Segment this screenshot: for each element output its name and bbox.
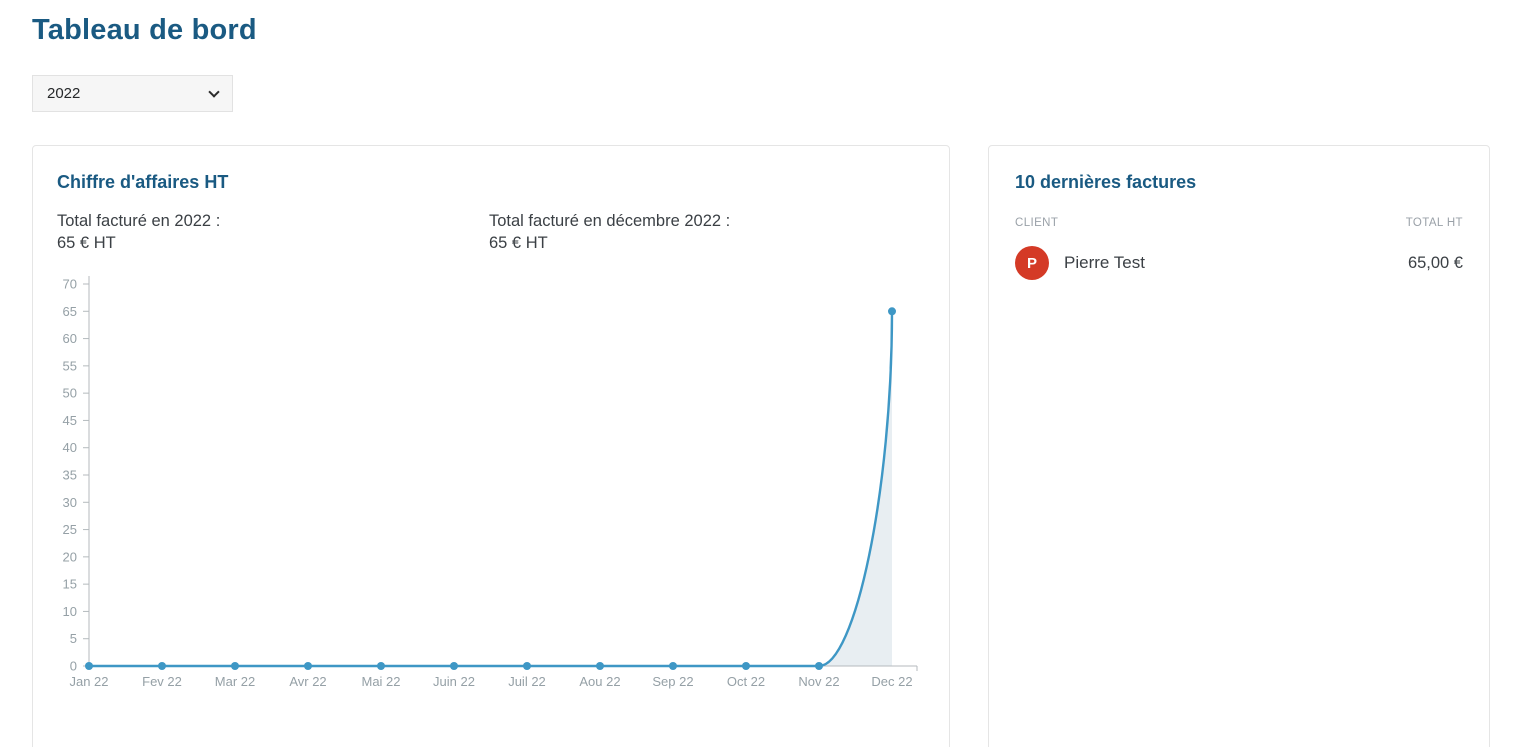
total-year-block: Total facturé en 2022 : 65 € HT [57,210,489,254]
invoice-total-ht: 65,00 € [1407,253,1463,272]
svg-text:Aou 22: Aou 22 [579,674,620,689]
svg-text:Sep 22: Sep 22 [652,674,693,689]
svg-text:Dec 22: Dec 22 [871,674,912,689]
svg-text:Oct 22: Oct 22 [727,674,765,689]
revenue-card-title: Chiffre d'affaires HT [57,172,229,192]
revenue-card: Chiffre d'affaires HT Total facturé en 2… [32,145,950,747]
invoices-table-header: CLIENT TOTAL HT [1015,217,1463,229]
svg-text:Fev 22: Fev 22 [142,674,182,689]
svg-text:20: 20 [63,549,77,564]
page-title: Tableau de bord [32,14,257,46]
year-select-value: 2022 [47,85,81,102]
svg-text:35: 35 [63,468,77,483]
total-year-value: 65 € HT [57,234,116,252]
total-month-block: Total facturé en décembre 2022 : 65 € HT [489,210,921,254]
svg-text:70: 70 [63,277,77,292]
svg-text:10: 10 [63,604,77,619]
svg-text:55: 55 [63,358,77,373]
revenue-chart: 0 5 10 15 20 25 30 35 40 45 50 55 60 65 70 Jan 22 Fev 22… [63,276,918,689]
svg-text:45: 45 [63,413,77,428]
column-total-ht: TOTAL HT [1405,217,1463,229]
total-year-label: Total facturé en 2022 : [57,212,221,230]
svg-text:Jan 22: Jan 22 [69,674,108,689]
invoice-row[interactable]: P Pierre Test 65,00 € [1015,246,1463,280]
svg-text:50: 50 [63,386,77,401]
svg-text:40: 40 [63,440,77,455]
total-month-value: 65 € HT [489,234,548,252]
revenue-totals: Total facturé en 2022 : 65 € HT Total fa… [57,210,925,254]
total-month-label: Total facturé en décembre 2022 : [489,212,731,230]
svg-text:5: 5 [70,631,77,646]
svg-text:60: 60 [63,331,77,346]
svg-text:30: 30 [63,495,77,510]
client-avatar: P [1015,246,1049,280]
cards-row: Chiffre d'affaires HT Total facturé en 2… [32,145,1539,747]
client-name: Pierre Test [1064,253,1145,272]
svg-text:Mar 22: Mar 22 [215,674,255,689]
invoices-card-title: 10 dernières factures [1015,172,1197,192]
svg-text:25: 25 [63,522,77,537]
svg-text:0: 0 [70,659,77,674]
svg-text:Nov 22: Nov 22 [798,674,839,689]
chevron-down-icon [208,85,220,98]
revenue-chart-wrap: 0 5 10 15 20 25 30 35 40 45 50 55 60 65 70 Jan 22 Fev 22… [57,268,925,707]
svg-text:Avr 22: Avr 22 [289,674,326,689]
svg-text:Mai 22: Mai 22 [361,674,400,689]
column-client: CLIENT [1015,217,1059,229]
year-select[interactable]: 2022 [32,75,233,112]
svg-text:Juil 22: Juil 22 [508,674,546,689]
svg-text:Juin 22: Juin 22 [433,674,475,689]
svg-text:65: 65 [63,304,77,319]
svg-text:15: 15 [63,577,77,592]
invoices-list: P Pierre Test 65,00 € [1015,246,1463,280]
